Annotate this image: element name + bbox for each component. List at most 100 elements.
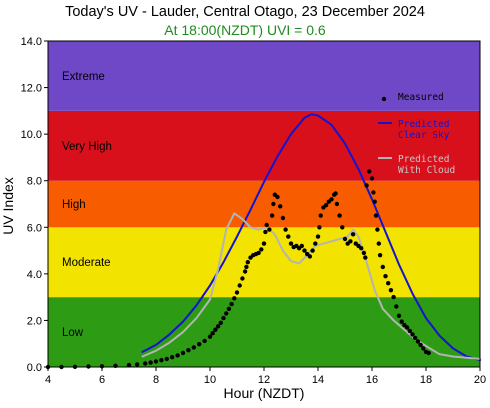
measured-point — [271, 201, 276, 207]
measured-point — [191, 345, 196, 350]
y-tick-label: 10.0 — [21, 129, 42, 141]
measured-point — [302, 248, 307, 253]
measured-point — [280, 215, 286, 221]
measured-point — [175, 353, 180, 358]
x-tick-label: 14 — [312, 374, 324, 386]
measured-point — [215, 324, 221, 329]
band-label: Very High — [62, 141, 112, 153]
measured-point — [340, 225, 345, 230]
measured-point — [373, 213, 379, 218]
measured-point — [386, 281, 391, 286]
measured-point — [310, 248, 315, 253]
x-tick-label: 18 — [420, 374, 432, 386]
legend-label: Predicted — [398, 119, 449, 130]
measured-point — [383, 274, 388, 279]
measured-point — [269, 213, 275, 218]
chart-subtitle: At 18:00(NZDT) UVI = 0.6 — [164, 22, 326, 38]
measured-point — [278, 204, 283, 209]
measured-point — [371, 190, 376, 195]
uv-band-very-high — [48, 110, 480, 181]
measured-point — [259, 247, 264, 252]
y-tick-label: 12.0 — [21, 83, 42, 95]
uv-band-moderate — [48, 227, 480, 298]
measured-point — [342, 236, 348, 242]
measured-point — [134, 362, 140, 367]
x-tick-label: 4 — [45, 374, 51, 386]
measured-point — [426, 350, 431, 356]
measured-point — [337, 213, 342, 218]
y-tick-label: 6.0 — [27, 222, 42, 234]
y-tick-label: 0.0 — [27, 362, 42, 374]
legend-label: With Cloud — [398, 165, 455, 176]
legend-label: Predicted — [398, 154, 449, 165]
uv-band-high — [48, 180, 480, 228]
measured-points — [45, 169, 431, 370]
x-tick-label: 8 — [153, 374, 159, 386]
chart-title: Today's UV - Lauder, Central Otago, 23 D… — [65, 4, 425, 20]
measured-point — [367, 169, 372, 174]
measured-point — [237, 283, 242, 288]
measured-point — [263, 229, 268, 235]
measured-point — [180, 350, 186, 356]
measured-point — [318, 213, 323, 218]
x-axis-label: Hour (NZDT) — [224, 385, 305, 401]
y-tick-label: 2.0 — [27, 315, 42, 327]
measured-point — [415, 339, 421, 344]
measured-point — [394, 304, 399, 309]
measured-point — [283, 227, 288, 232]
measured-point — [213, 327, 218, 332]
measured-point — [404, 325, 410, 330]
measured-point — [244, 264, 249, 270]
measured-point — [396, 313, 402, 318]
uv-band-extreme — [48, 41, 480, 111]
measured-point — [315, 234, 321, 239]
measured-point — [275, 194, 280, 200]
measured-point — [245, 260, 250, 265]
measured-point — [170, 355, 175, 360]
measured-point — [186, 348, 191, 353]
measured-point — [333, 191, 338, 196]
measured-point — [399, 319, 404, 324]
x-tick-label: 12 — [258, 374, 270, 386]
measured-point — [159, 358, 164, 363]
measured-point — [234, 290, 240, 295]
measured-point — [229, 301, 234, 307]
measured-point — [126, 362, 132, 368]
measured-point — [375, 227, 380, 232]
measured-point — [359, 246, 364, 251]
measured-point — [153, 359, 159, 364]
y-tick-label: 14.0 — [21, 36, 42, 48]
x-tick-label: 16 — [366, 374, 378, 386]
measured-point — [232, 296, 237, 301]
measured-point — [224, 311, 229, 316]
measured-point — [148, 360, 153, 365]
measured-point — [407, 328, 412, 334]
measured-point — [361, 250, 367, 256]
measured-point — [421, 346, 426, 351]
legend-label: Clear Sky — [398, 130, 450, 141]
measured-point — [286, 234, 291, 239]
measured-point — [418, 342, 423, 348]
measured-point — [221, 315, 226, 321]
measured-point — [350, 232, 356, 237]
measured-point — [329, 197, 334, 202]
x-tick-label: 10 — [204, 374, 216, 386]
measured-point — [218, 320, 223, 325]
measured-point — [380, 264, 385, 270]
measured-point — [364, 183, 369, 188]
measured-point — [143, 361, 148, 366]
measured-point — [240, 276, 245, 281]
measured-point — [317, 225, 322, 230]
measured-point — [413, 335, 418, 341]
band-label: Low — [62, 327, 84, 339]
x-tick-label: 20 — [474, 374, 486, 386]
measured-point — [334, 201, 340, 207]
measured-point — [307, 254, 313, 259]
measured-point — [313, 241, 318, 246]
measured-point — [256, 250, 261, 256]
measured-point — [391, 294, 396, 300]
measured-point — [210, 331, 215, 336]
measured-point — [261, 241, 267, 246]
